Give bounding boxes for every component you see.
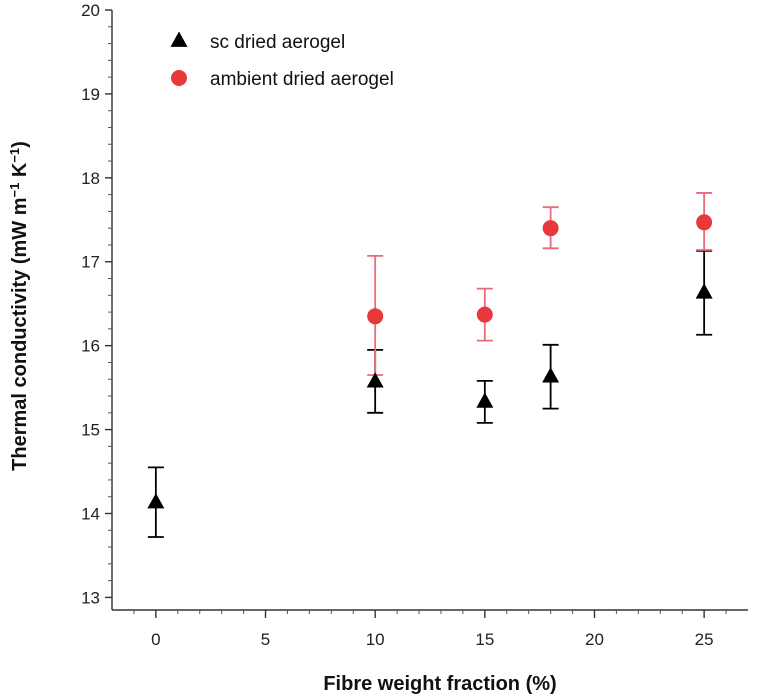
x-axis-title: Fibre weight fraction (%) [323,673,556,695]
x-tick-label: 10 [366,630,385,649]
axes: 13 14 15 16 17 18 19 20 0 5 10 15 20 25 [81,1,748,649]
ambient-dried-point [696,214,713,231]
y-axis-title-end: ) [9,141,31,148]
y-axis-title-mid: K [9,162,31,183]
sc-dried-point [695,283,713,299]
ambient-dried-point [476,306,493,323]
legend-sc-marker [170,31,188,47]
x-tick-label: 20 [585,630,604,649]
y-tick-label: 14 [81,504,100,523]
legend-label: ambient dried aerogel [210,69,394,90]
ambient-dried-point [367,308,384,325]
sc-dried-point [147,493,165,509]
y-tick-label: 18 [81,169,100,188]
y-tick-label: 19 [81,85,100,104]
sc-dried-point [476,392,494,408]
error-bars [147,192,713,538]
ambient-dried-point [542,220,559,237]
y-axis-title-main: Thermal conductivity (mW m [9,197,31,470]
y-tick-label: 15 [81,421,100,440]
legend: sc dried aerogel ambient dried aerogel [170,31,394,90]
sc-dried-point [542,367,560,383]
x-tick-label: 15 [475,630,494,649]
y-axis-title-sup1: −1 [7,183,22,198]
y-tick-label: 17 [81,253,100,272]
x-tick-label: 0 [151,630,160,649]
y-axis-title-sup2: −1 [7,148,22,163]
y-tick-label: 13 [81,588,100,607]
x-tick-label: 5 [261,630,270,649]
sc-dried-point [366,372,384,388]
x-tick-label: 25 [695,630,714,649]
y-axis-title: Thermal conductivity (mW m−1 K−1) [7,141,32,471]
y-tick-label: 16 [81,337,100,356]
data-markers [147,214,713,509]
legend-label: sc dried aerogel [210,32,345,53]
y-tick-label: 20 [81,1,100,20]
legend-ambient-marker [171,70,187,86]
